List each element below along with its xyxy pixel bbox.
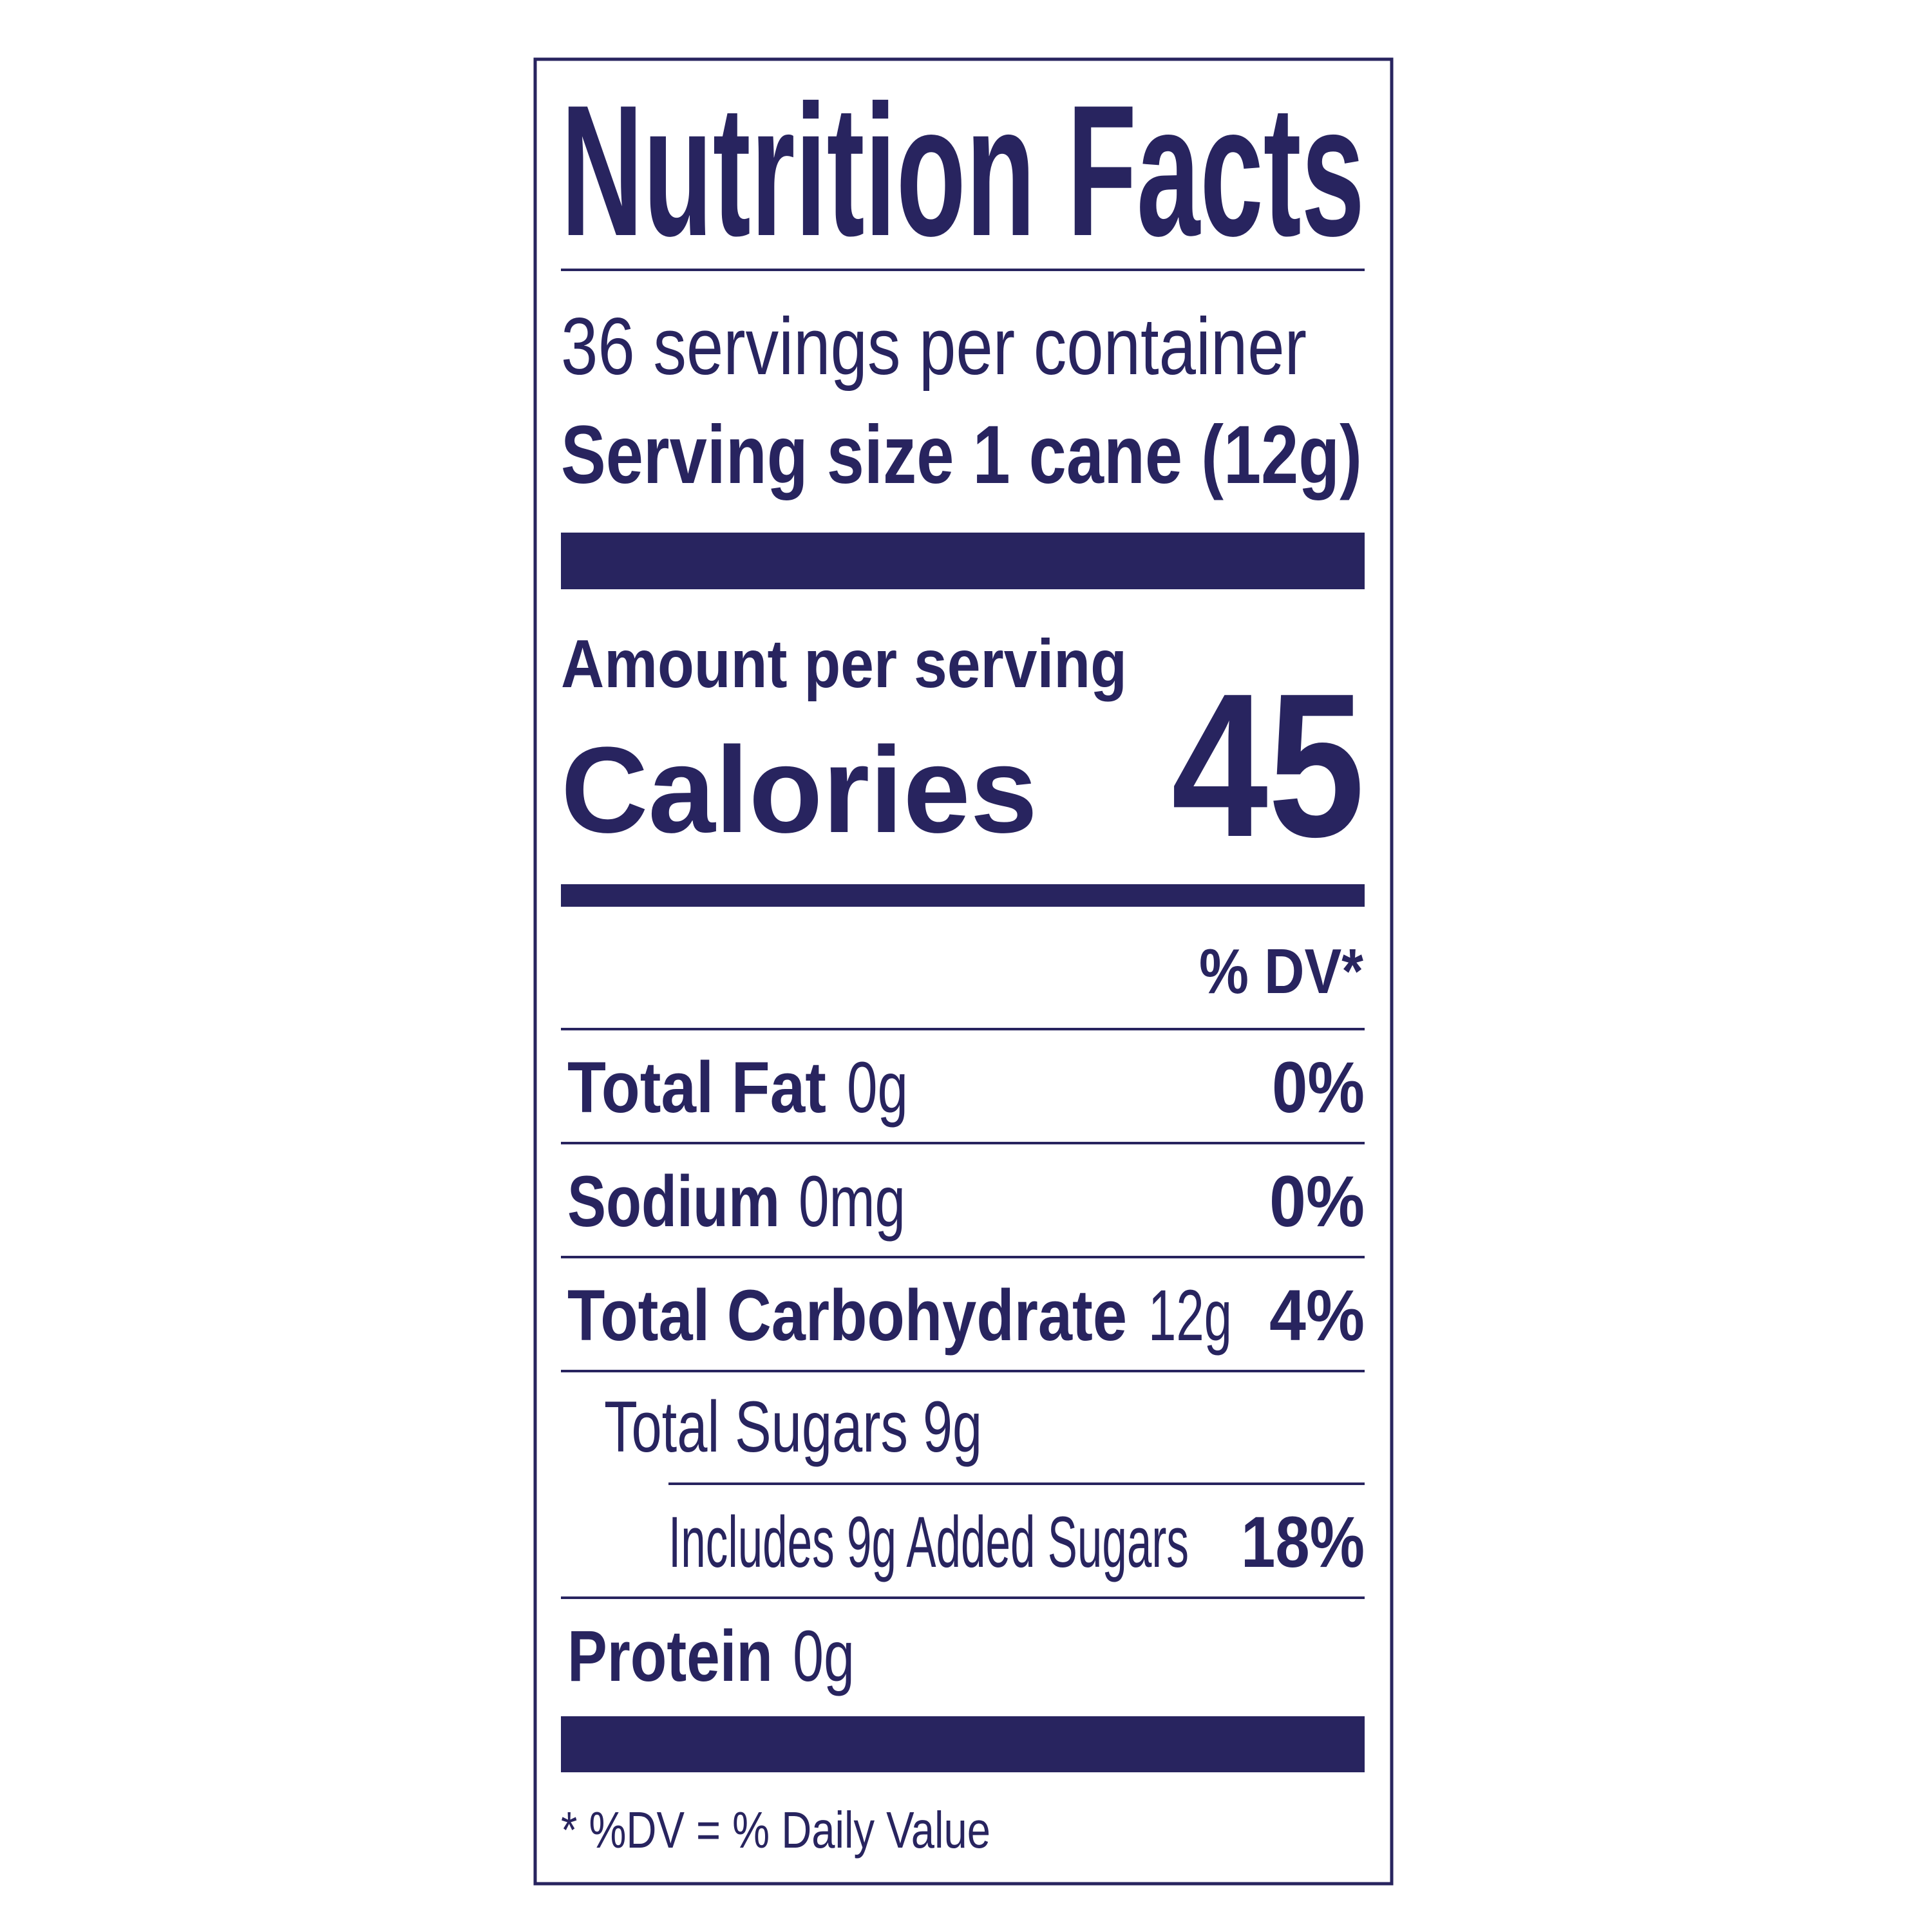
nutrient-name: Total Fat	[567, 1047, 826, 1128]
rule	[561, 1028, 1365, 1030]
nutrient-amount: 9g	[923, 1387, 982, 1467]
rule	[561, 1142, 1365, 1144]
footnote: * %DV = % Daily Value	[561, 1801, 990, 1859]
rule	[561, 1370, 1365, 1372]
nutrient-name: Sodium	[567, 1161, 780, 1242]
nutrient-amount: 0mg	[799, 1161, 905, 1242]
nutrient-name: Includes 9g Added Sugars	[668, 1502, 1189, 1582]
rule	[668, 1482, 1365, 1485]
rule	[561, 269, 1365, 271]
nutrient-dv: 18%	[1241, 1502, 1365, 1582]
nutrient-amount: 0g	[847, 1047, 908, 1128]
dv-header: % DV*	[1199, 936, 1364, 1007]
calories-value: 45	[1171, 651, 1365, 880]
nutrient-amount: 12g	[1148, 1275, 1232, 1356]
nutrient-amount: 0g	[793, 1616, 855, 1696]
rule	[561, 1596, 1365, 1599]
amount-per-serving: Amount per serving	[561, 626, 1127, 702]
label-border	[533, 57, 1394, 1886]
nutrient-dv: 0%	[1269, 1161, 1365, 1242]
serving-size: Serving size 1 cane (12g)	[561, 409, 1362, 501]
nutrient-name: Total Carbohydrate	[567, 1275, 1127, 1356]
nutrient-dv: 0%	[1272, 1047, 1365, 1128]
calories-label: Calories	[561, 722, 1037, 858]
title: Nutrition Facts	[561, 66, 1365, 275]
servings-per-container: 36 servings per container	[561, 302, 1307, 392]
nutrient-dv: 4%	[1269, 1275, 1365, 1356]
rule	[561, 1256, 1365, 1258]
thick-bar	[561, 1716, 1365, 1772]
thick-bar	[561, 533, 1365, 589]
nutrient-name: Total Sugars	[604, 1387, 908, 1467]
nutrient-name: Protein	[567, 1616, 773, 1696]
medium-bar	[561, 884, 1365, 907]
